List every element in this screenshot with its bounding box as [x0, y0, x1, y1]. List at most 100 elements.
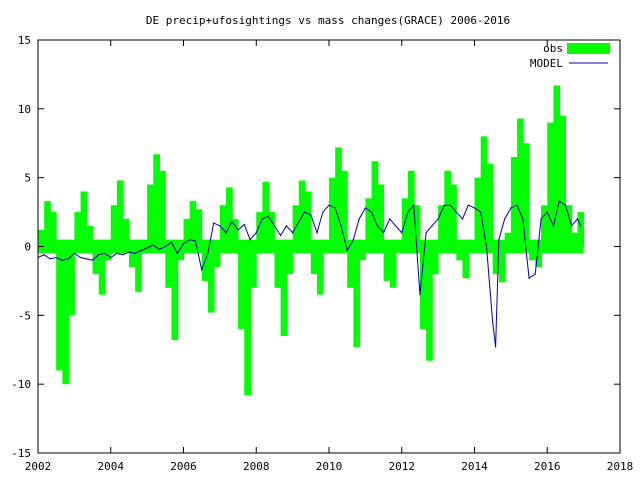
model-point: [285, 225, 288, 227]
y-axis: -15 -10 -5 0 5 10 15: [11, 34, 620, 460]
obs-bar: [110, 205, 118, 247]
x-tick-label: 2006: [170, 460, 197, 473]
model-point: [98, 254, 100, 256]
model-point: [534, 273, 536, 275]
obs-bar: [159, 170, 166, 247]
obs-bar: [431, 246, 439, 275]
obs-bar: [413, 205, 421, 247]
obs-bar: [450, 184, 457, 247]
model-point: [370, 211, 373, 213]
x-tick-label: 2004: [98, 460, 125, 473]
obs-bar: [86, 225, 94, 247]
model-point: [580, 225, 582, 227]
obs-bar: [553, 85, 561, 247]
obs-bar: [171, 246, 179, 341]
obs-bar: [329, 177, 336, 247]
model-point: [243, 223, 245, 226]
model-point: [564, 204, 567, 206]
model-point: [213, 222, 215, 224]
y-tick-label: 15: [18, 34, 31, 47]
obs-bar: [547, 122, 554, 247]
model-point: [182, 243, 185, 245]
model-point: [170, 241, 173, 243]
model-point: [461, 218, 464, 220]
legend: obs MODEL: [530, 42, 610, 70]
model-point: [558, 200, 560, 202]
zero-band-rect: [38, 239, 584, 254]
model-point: [201, 269, 203, 271]
model-point: [389, 218, 391, 220]
zero-band: [38, 239, 584, 254]
model-point: [492, 321, 494, 323]
x-tick-label: 2014: [461, 460, 488, 473]
model-point: [189, 239, 191, 241]
obs-bar: [226, 187, 233, 247]
obs-bar: [286, 246, 294, 275]
model-point: [91, 259, 94, 261]
legend-label-model: MODEL: [530, 57, 563, 70]
model-point: [176, 252, 178, 254]
model-point: [231, 221, 233, 223]
obs-bar: [304, 191, 312, 247]
model-point: [207, 252, 209, 254]
obs-bar: [147, 184, 154, 247]
obs-bar: [153, 154, 160, 247]
model-point: [219, 225, 221, 227]
obs-bar: [189, 201, 197, 247]
model-point: [140, 250, 142, 252]
obs-bar: [444, 170, 451, 247]
obs-bar: [316, 246, 324, 295]
model-point: [85, 258, 87, 260]
obs-bar: [426, 246, 433, 361]
x-axis: 2002 2004 2006 2008 2010 2012 2014 2016 2018: [25, 40, 633, 473]
obs-bar: [122, 218, 130, 247]
model-point: [273, 225, 276, 227]
obs-bar: [474, 177, 482, 247]
model-point: [510, 207, 512, 209]
model-point: [382, 232, 385, 234]
obs-bar: [68, 246, 75, 316]
obs-bar: [219, 205, 227, 247]
model-point: [364, 207, 366, 209]
y-tick-label: -5: [18, 309, 31, 322]
model-point: [540, 218, 542, 220]
x-tick-label: 2012: [389, 460, 416, 473]
model-point: [249, 239, 251, 241]
obs-bar: [377, 184, 385, 247]
obs-bar: [341, 170, 348, 247]
model-point: [280, 234, 282, 237]
model-point: [480, 211, 482, 213]
obs-bar: [383, 246, 391, 281]
model-point: [498, 239, 500, 241]
model-point: [122, 254, 124, 256]
y-tick-label: 10: [18, 103, 31, 116]
obs-bar: [577, 212, 585, 247]
obs-bar: [492, 246, 500, 275]
obs-bar: [56, 246, 63, 371]
chart-title: DE precip+ufosightings vs mass changes(G…: [146, 14, 510, 27]
model-point: [110, 256, 112, 259]
model-point: [516, 204, 518, 206]
obs-bar: [74, 212, 82, 247]
model-point: [55, 256, 57, 259]
obs-bar: [274, 246, 282, 288]
model-point: [413, 204, 415, 206]
model-point: [467, 204, 469, 206]
model-point: [43, 254, 45, 256]
model-point: [310, 214, 312, 216]
model-point: [407, 211, 409, 213]
x-tick-label: 2008: [243, 460, 270, 473]
obs-bar: [256, 212, 263, 247]
model-point: [146, 247, 148, 249]
model-point: [292, 232, 294, 234]
model-point: [261, 218, 264, 220]
model-point: [494, 346, 497, 348]
model-point: [552, 225, 555, 227]
obs-bar: [280, 246, 288, 336]
y-tick-label: -15: [11, 447, 31, 460]
model-point: [237, 229, 239, 231]
model-point: [425, 232, 427, 234]
obs-bars: [38, 85, 585, 396]
model-point: [528, 277, 530, 279]
